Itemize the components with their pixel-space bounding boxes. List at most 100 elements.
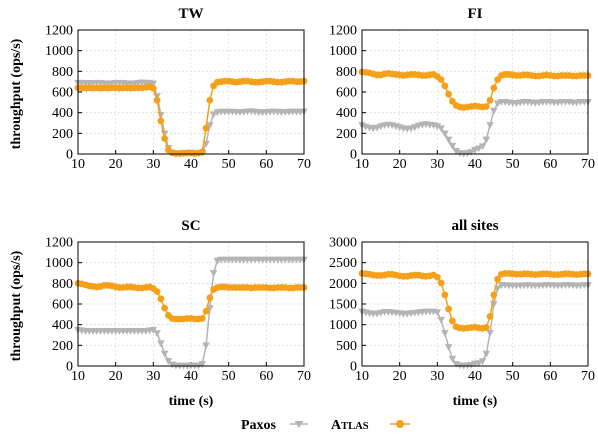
- data-point-paxos: [433, 309, 442, 317]
- x-tick-label: 50: [222, 369, 236, 384]
- plot-area: 10 20 30 40 50 60 70 0 200 400 600 800 1000 1200: [45, 24, 311, 173]
- y-tick-label: 400: [52, 318, 73, 333]
- data-point-paxos: [448, 142, 457, 150]
- legend-label-atlas-rest: TLAS: [341, 421, 369, 432]
- y-tick-label: 800: [336, 65, 357, 80]
- x-tick-label: 70: [297, 369, 311, 384]
- x-tick-label: 20: [393, 157, 407, 172]
- data-point-paxos: [437, 125, 445, 133]
- x-tick-label: 30: [146, 157, 160, 172]
- chart-title: SC: [181, 218, 200, 234]
- legend-label-atlas-initial: A: [331, 418, 342, 433]
- data-point-paxos: [441, 130, 449, 138]
- y-tick-label: 0: [66, 148, 73, 163]
- data-point-atlas: [482, 324, 490, 331]
- x-tick-label: 60: [543, 369, 557, 384]
- data-point-paxos: [448, 355, 457, 363]
- data-point-atlas: [206, 294, 214, 302]
- y-axis-label-bottom: throughput (ops/s): [9, 250, 24, 361]
- y-tick-label: 600: [52, 298, 73, 313]
- chart-panel-all-sites: all sites 10 20 30 40 50 60 70 0 500 1000 1500 2000…: [329, 218, 595, 409]
- x-tick-label: 40: [468, 369, 482, 384]
- data-point-paxos: [160, 350, 169, 358]
- y-tick-label: 1500: [329, 298, 357, 313]
- data-point-paxos: [433, 123, 442, 131]
- plot-area: 10 20 30 40 50 60 70 0 500 1000 1500 2000 2500 3000: [329, 236, 595, 385]
- plot-area: 10 20 30 40 50 60 70 0 200 400 600 800 1000 1200: [329, 24, 595, 173]
- data-point-atlas: [441, 291, 449, 299]
- data-point-atlas: [206, 96, 214, 104]
- x-tick-label: 60: [543, 157, 557, 172]
- data-point-atlas: [490, 291, 498, 299]
- data-point-atlas: [437, 76, 445, 83]
- data-point-paxos: [441, 330, 449, 337]
- data-point-paxos: [444, 344, 453, 351]
- data-point-atlas: [157, 117, 165, 125]
- x-tick-label: 50: [222, 157, 236, 172]
- y-tick-label: 0: [350, 360, 357, 375]
- data-point-paxos: [474, 145, 483, 153]
- data-point-paxos: [486, 330, 494, 337]
- y-tick-label: 400: [52, 106, 73, 121]
- plot-frame: [361, 29, 589, 155]
- data-point-paxos: [482, 350, 491, 358]
- y-tick-label: 0: [66, 360, 73, 375]
- data-point-atlas: [433, 273, 441, 281]
- data-point-paxos: [164, 357, 173, 365]
- data-point-paxos: [490, 107, 498, 115]
- data-point-atlas: [449, 317, 456, 325]
- y-tick-label: 800: [52, 277, 73, 292]
- legend: Paxos ATLAS: [241, 418, 410, 433]
- data-point-atlas: [202, 124, 210, 132]
- y-tick-label: 600: [52, 86, 73, 101]
- x-tick-label: 10: [71, 157, 85, 172]
- data-point-atlas: [482, 103, 490, 110]
- plot-area: 10 20 30 40 50 60 70 0 200 400 600 800 1000 1200: [45, 236, 311, 385]
- data-point-paxos: [452, 148, 460, 155]
- chart-title: TW: [178, 6, 203, 22]
- chart-panel-sc: SC 10 20 30 40 50 60 70 0 200 400 600 800 1000 1200 t…: [45, 218, 311, 409]
- y-tick-label: 400: [336, 106, 357, 121]
- x-tick-label: 20: [393, 369, 407, 384]
- y-tick-label: 1200: [329, 24, 357, 39]
- data-point-paxos: [467, 149, 476, 156]
- data-point-atlas: [149, 84, 157, 92]
- y-tick-label: 2000: [329, 277, 357, 292]
- x-tick-label: 40: [184, 369, 198, 384]
- data-point-atlas: [437, 279, 445, 287]
- data-point-atlas: [153, 288, 161, 295]
- plot-frame: [77, 241, 305, 367]
- plot-frame: [77, 29, 305, 155]
- legend-label-paxos: Paxos: [241, 418, 277, 433]
- chart-panel-tw: TW 10 20 30 40 50 60 70 0 200 400 600 800 1000 1200: [45, 6, 311, 172]
- y-tick-label: 600: [336, 86, 357, 101]
- data-point-atlas: [161, 135, 169, 142]
- data-point-paxos: [437, 316, 445, 324]
- chart-title: all sites: [451, 218, 498, 234]
- chart-title: FI: [468, 6, 483, 22]
- x-tick-label: 30: [146, 369, 160, 384]
- y-tick-label: 200: [52, 339, 73, 354]
- legend-swatch-paxos: [290, 421, 308, 428]
- data-point-paxos: [149, 80, 158, 88]
- series-line-atlas: [361, 272, 588, 330]
- legend-marker-atlas: [396, 420, 404, 428]
- y-tick-label: 200: [336, 127, 357, 142]
- data-point-paxos: [444, 136, 453, 144]
- data-point-atlas: [157, 295, 165, 303]
- y-tick-label: 200: [52, 127, 73, 142]
- x-axis-label: time (s): [169, 394, 214, 409]
- data-point-paxos: [209, 270, 218, 277]
- y-tick-label: 1000: [329, 318, 357, 333]
- data-point-atlas: [161, 304, 169, 312]
- y-tick-label: 1000: [45, 256, 73, 271]
- x-tick-label: 50: [506, 369, 520, 384]
- data-point-atlas: [153, 96, 161, 104]
- x-tick-label: 10: [355, 369, 369, 384]
- chart-panel-fi: FI 10 20 30 40 50 60 70 0 200 400 600 800 1000 1200: [329, 6, 595, 172]
- y-tick-label: 1000: [329, 44, 357, 59]
- x-tick-label: 10: [71, 369, 85, 384]
- data-point-paxos: [478, 358, 487, 366]
- data-point-atlas: [445, 305, 453, 313]
